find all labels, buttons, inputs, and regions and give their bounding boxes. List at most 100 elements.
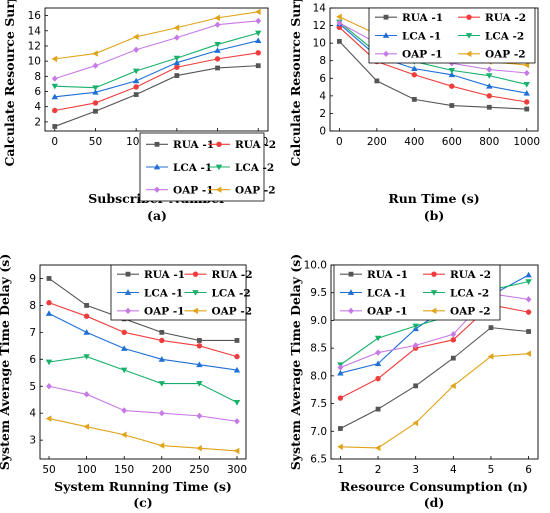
panel-0-legend-swatch-marker (153, 163, 161, 170)
panel-1-data-point (336, 13, 342, 20)
panel-0-data-point (215, 65, 220, 71)
panel-2-y-tick-label: 3 (29, 435, 36, 447)
panel-0-data-point (51, 55, 58, 63)
panel-1-data-point (523, 69, 530, 77)
panel-2: 50 100 150 200 250 300 3 4 5 6 7 8 9 System Running T… (0, 254, 253, 510)
panel-3-x-tick-label: 2 (375, 464, 382, 476)
panel-1-legend-swatch-marker (465, 33, 473, 39)
panel-1: 0 200 400 600 800 1000 0 2 4 6 8 10 12 14 Run Time (s)… (288, 0, 540, 223)
panel-1-x-tick-label: 400 (404, 136, 424, 148)
panel-2-data-point (196, 343, 203, 349)
panel-0-legend-swatch-marker (215, 164, 223, 171)
panel-3-data-point (337, 364, 344, 371)
panel-0-legend-swatch-marker (216, 141, 222, 148)
panel-2-data-point (46, 300, 52, 306)
panel-2-x-tick-label: 200 (152, 464, 172, 476)
panel-0-data-point (173, 55, 181, 62)
panel-3-y-tick-label: 8.5 (310, 343, 327, 355)
panel-2-y-tick-label: 4 (29, 408, 36, 420)
panel-0-legend-label: RUA -1 (173, 139, 214, 151)
panel-1-legend-label: LCA -1 (402, 30, 441, 42)
panel-2-x-tick-label: 100 (77, 464, 97, 476)
panel-3-legend-label: RUA -1 (367, 269, 408, 281)
panel-2-data-point (158, 409, 165, 417)
panel-1-data-point (448, 67, 456, 74)
panel-3-data-point (412, 419, 419, 427)
panel-0-data-point (173, 24, 180, 31)
panel-2-data-point (196, 445, 202, 452)
panel-1-x-tick-label: 1000 (513, 136, 540, 148)
panel-0-y-tick-label: 2 (34, 116, 41, 128)
panel-2-data-point (233, 447, 240, 455)
panel-2-data-point (121, 345, 128, 351)
panel-0-series-line (54, 52, 259, 112)
panel-3-legend-swatch-marker (348, 307, 354, 315)
panel-3-y-tick-label: 9.0 (310, 315, 327, 327)
panel-1-data-point (374, 78, 380, 84)
panel-3-data-point (450, 355, 456, 361)
panel-1-data-point (411, 96, 417, 102)
panel-3-x-tick-label: 6 (525, 464, 532, 476)
panel-0-data-point (214, 21, 221, 28)
panel-0-data-point (52, 124, 58, 129)
panel-3-data-point (412, 342, 419, 349)
panel-0-data-point (92, 85, 99, 91)
panel-0-series-line (54, 65, 259, 127)
panel-1-legend-swatch-marker (382, 32, 390, 38)
panel-2-legend-label: RUA -1 (144, 269, 185, 281)
panel-3-data-point (450, 382, 456, 390)
panel-3-data-point (337, 395, 344, 401)
panel-0-data-point (92, 100, 99, 106)
panel-1-x-tick-label: 800 (479, 136, 499, 148)
panel-3-x-tick-label: 1 (337, 464, 344, 476)
panel-3-y-tick-label: 6.5 (310, 454, 327, 466)
panel-0-y-tick-label: 10 (28, 56, 41, 68)
panel-2-y-tick-label: 5 (29, 381, 36, 393)
panel-0-data-point (132, 68, 140, 75)
panel-1-data-point (524, 106, 530, 112)
panel-2-data-point (121, 329, 127, 336)
panel-3-data-point (450, 337, 457, 343)
panel-2-legend-label: RUA -2 (212, 269, 253, 281)
panel-0-legend-label: RUA -2 (235, 139, 276, 151)
panel-0-y-tick-label: 16 (28, 10, 42, 22)
panel-0-y-axis-label: Calculate Resource Surplus (2, 0, 17, 167)
panel-3-y-tick-label: 7.5 (310, 398, 327, 410)
panel-1-y-tick-label: 12 (313, 20, 326, 32)
panel-1-data-point (524, 99, 530, 105)
panel-1-data-point (336, 38, 342, 44)
panel-3-label: (d) (424, 495, 445, 510)
panel-2-data-point (196, 412, 203, 420)
panel-0-series-line (54, 11, 259, 60)
panel-2-data-point (159, 329, 165, 335)
panel-0-y-tick-label: 4 (34, 101, 41, 113)
panel-0-label: (a) (147, 208, 167, 223)
panel-2-data-point (45, 359, 53, 366)
panel-0-series-line (54, 20, 259, 80)
panel-2-data-point (46, 383, 52, 390)
panel-3-data-point (526, 329, 531, 334)
panel-0-x-tick-label: 0 (51, 136, 58, 148)
panel-1-x-tick-label: 200 (367, 136, 387, 148)
panel-2-legend-swatch-marker (125, 307, 131, 315)
panel-1-data-point (523, 82, 530, 88)
panel-3-data-point (450, 331, 457, 338)
panel-1-legend-swatch-marker (466, 14, 472, 20)
panel-3-legend-label: LCA -1 (367, 287, 406, 299)
panel-3-y-tick-label: 9.5 (310, 287, 327, 299)
panel-2-legend-swatch-marker (192, 290, 199, 296)
panel-2-series-line (48, 278, 237, 341)
panel-2-x-tick-label: 300 (227, 464, 247, 476)
panel-2-legend-swatch-marker (192, 307, 198, 315)
panel-2-data-point (158, 356, 165, 362)
panel-2-data-point (233, 366, 241, 373)
panel-0-data-point (132, 77, 140, 84)
panel-2-series-line (48, 313, 238, 371)
panel-1-x-axis-label: Run Time (s) (388, 191, 479, 206)
panel-3-data-point (374, 360, 382, 367)
panel-3-x-tick-label: 3 (412, 464, 419, 476)
panel-3-y-tick-label: 7.0 (310, 426, 327, 438)
panel-1-data-point (411, 65, 418, 72)
panel-3-data-point (338, 426, 343, 431)
